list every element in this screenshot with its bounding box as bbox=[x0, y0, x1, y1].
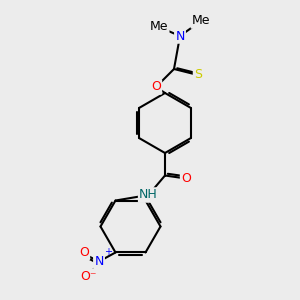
Text: NH: NH bbox=[139, 188, 158, 202]
Text: O⁻: O⁻ bbox=[80, 270, 97, 283]
Text: S: S bbox=[194, 68, 202, 82]
Text: N: N bbox=[94, 255, 104, 268]
Text: O: O bbox=[181, 172, 191, 185]
Text: Me: Me bbox=[150, 20, 168, 34]
Text: Me: Me bbox=[192, 14, 210, 28]
Text: N: N bbox=[175, 29, 185, 43]
Text: +: + bbox=[104, 248, 112, 257]
Text: O: O bbox=[79, 246, 89, 259]
Text: O: O bbox=[151, 80, 161, 94]
